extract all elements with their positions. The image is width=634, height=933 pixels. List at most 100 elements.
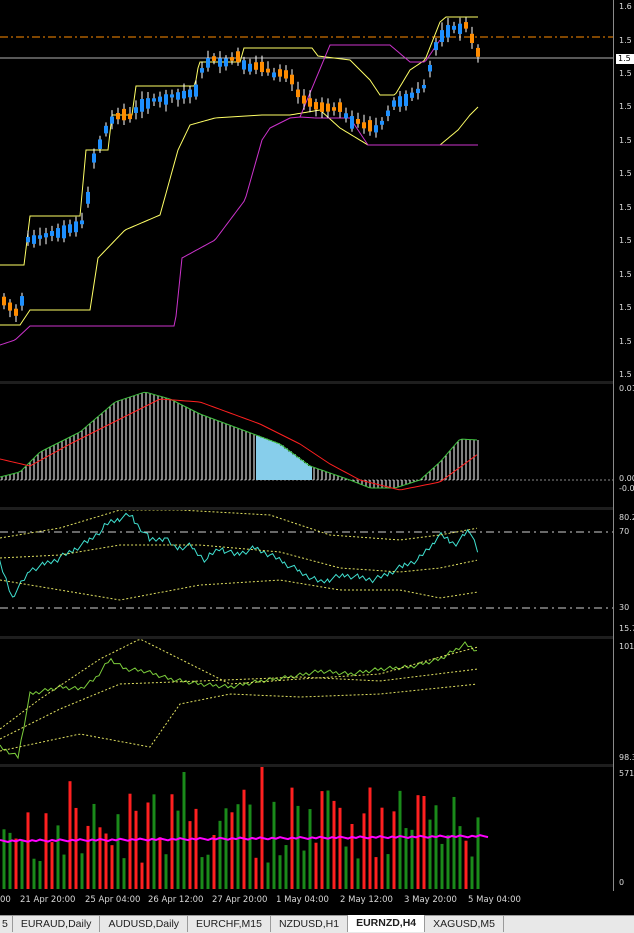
price-axis-label: 1.5	[619, 169, 632, 178]
time-label: 3 May 20:00	[404, 895, 457, 905]
volume-pane[interactable]	[0, 767, 613, 891]
macd-histogram-bar	[57, 443, 59, 480]
candle-body	[26, 236, 30, 243]
rsi-line	[0, 512, 479, 598]
volume-bar	[104, 833, 108, 889]
candle-body	[212, 56, 216, 61]
volume-chart[interactable]	[0, 767, 613, 891]
volume-bar	[152, 794, 156, 889]
price-chart-pane[interactable]	[0, 0, 613, 381]
volume-bar	[284, 845, 288, 889]
macd-pane[interactable]	[0, 384, 613, 507]
candle-body	[146, 98, 150, 109]
macd-histogram-bar	[153, 394, 155, 480]
upper-magenta-line	[299, 39, 441, 118]
macd-histogram-bar	[77, 433, 79, 480]
tab-partial[interactable]: 5	[0, 916, 13, 932]
macd-histogram-bar	[193, 411, 195, 480]
rsi-pane[interactable]	[0, 510, 613, 636]
candle-body	[32, 235, 36, 244]
macd-histogram-bar	[9, 474, 11, 480]
volume-bar	[200, 857, 204, 889]
candle-body	[158, 96, 162, 102]
candle-body	[86, 191, 90, 204]
volume-bar	[164, 854, 168, 889]
price-axis-label: 1.5	[619, 303, 632, 312]
candle-body	[374, 125, 378, 133]
price-axis[interactable]	[613, 0, 634, 915]
candle-body	[170, 94, 174, 98]
volume-bar	[224, 808, 228, 889]
macd-histogram-bar	[437, 463, 439, 480]
candle-body	[134, 107, 138, 113]
volume-bar	[44, 813, 48, 889]
tab-eurnzd-h4[interactable]: EURNZD,H4	[348, 915, 426, 932]
pane-separator[interactable]	[0, 381, 634, 384]
tab-audusd-daily[interactable]: AUDUSD,Daily	[100, 916, 189, 932]
macd-histogram-bar	[189, 409, 191, 480]
volume-bottom-label: 0	[619, 878, 625, 887]
rsi-min-label: 15.7	[619, 624, 634, 633]
volume-bar	[446, 835, 450, 889]
candle-body	[362, 122, 366, 129]
macd-histogram-bar	[256, 435, 260, 480]
volume-bar	[98, 827, 102, 889]
volume-bar	[128, 793, 132, 889]
price-chart[interactable]	[0, 0, 613, 381]
candle-body	[458, 23, 462, 34]
volume-bar	[14, 838, 18, 889]
macd-histogram-bar	[421, 478, 423, 480]
volume-bar	[428, 819, 432, 889]
macd-chart[interactable]	[0, 384, 613, 507]
macd-histogram-bar	[49, 447, 51, 480]
candle-body	[410, 92, 414, 98]
tab-xagusd-m5[interactable]: XAGUSD,M5	[425, 916, 505, 932]
tab-eurchf-m15[interactable]: EURCHF,M15	[188, 916, 271, 932]
macd-histogram-bar	[401, 480, 403, 486]
macd-histogram-bar	[129, 397, 131, 480]
macd-histogram-bar	[225, 423, 227, 480]
macd-histogram-bar	[308, 466, 312, 480]
candle-body	[416, 88, 420, 94]
volume-bar	[380, 807, 384, 889]
candle-body	[230, 57, 234, 61]
candle-body	[248, 63, 252, 72]
rsi-lower-band	[0, 579, 478, 601]
volume-bar	[398, 790, 402, 889]
macd-histogram-bar	[241, 429, 243, 480]
macd-histogram-bar	[333, 474, 335, 480]
tab-nzdusd-h1[interactable]: NZDUSD,H1	[271, 916, 349, 932]
momentum-chart[interactable]	[0, 639, 613, 764]
macd-histogram-bar	[113, 402, 115, 480]
time-label: 2 May 12:00	[340, 895, 393, 905]
momentum-bottom-label: 98.3	[619, 753, 634, 762]
rsi-chart[interactable]	[0, 510, 613, 636]
candle-body	[446, 25, 450, 38]
macd-histogram-bar	[249, 432, 251, 480]
candle-body	[386, 110, 390, 117]
tab-euraud-daily[interactable]: EURAUD,Daily	[13, 916, 101, 932]
volume-bar	[422, 796, 426, 889]
pane-separator[interactable]	[0, 636, 634, 639]
macd-histogram-bar	[253, 434, 255, 480]
macd-histogram-bar	[213, 419, 215, 480]
momentum-line	[0, 641, 478, 760]
macd-histogram-bar	[288, 451, 292, 480]
macd-histogram-bar	[97, 416, 99, 480]
current-price-tag: 1.5	[616, 54, 634, 64]
volume-bar	[338, 807, 342, 889]
candle-body	[440, 30, 444, 42]
volume-bar	[206, 854, 210, 889]
time-axis[interactable]: 00 21 Apr 20:00 25 Apr 04:00 26 Apr 12:0…	[0, 891, 634, 915]
momentum-pane[interactable]	[0, 639, 613, 764]
momentum-upper-band	[0, 639, 478, 730]
pane-separator[interactable]	[0, 507, 634, 510]
rsi-middle-band	[0, 544, 478, 573]
candle-body	[140, 99, 144, 112]
macd-histogram-bar	[145, 392, 147, 480]
rsi-level-30-label: 30	[619, 603, 630, 612]
candle-body	[272, 72, 276, 78]
pane-separator[interactable]	[0, 764, 634, 767]
candle-body	[260, 61, 264, 73]
macd-histogram-bar	[53, 445, 55, 480]
